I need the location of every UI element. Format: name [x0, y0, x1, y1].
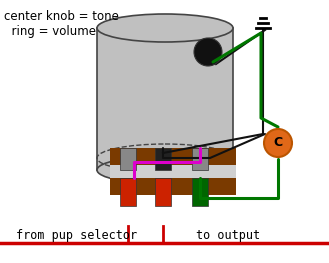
Text: center knob = tone
  ring = volume: center knob = tone ring = volume — [4, 10, 119, 38]
Ellipse shape — [97, 14, 233, 42]
Bar — [120, 148, 136, 170]
Bar — [110, 165, 236, 178]
Bar — [110, 178, 236, 195]
Bar — [155, 178, 171, 206]
Circle shape — [194, 38, 222, 66]
Bar — [155, 148, 171, 170]
Bar — [192, 178, 208, 206]
Bar — [120, 178, 136, 206]
Bar — [110, 148, 236, 165]
Ellipse shape — [97, 156, 233, 184]
Text: from pup selector: from pup selector — [16, 229, 137, 241]
Text: to output: to output — [196, 229, 260, 241]
Polygon shape — [97, 28, 233, 170]
Bar — [192, 148, 208, 170]
Circle shape — [264, 129, 292, 157]
Text: C: C — [273, 136, 283, 149]
